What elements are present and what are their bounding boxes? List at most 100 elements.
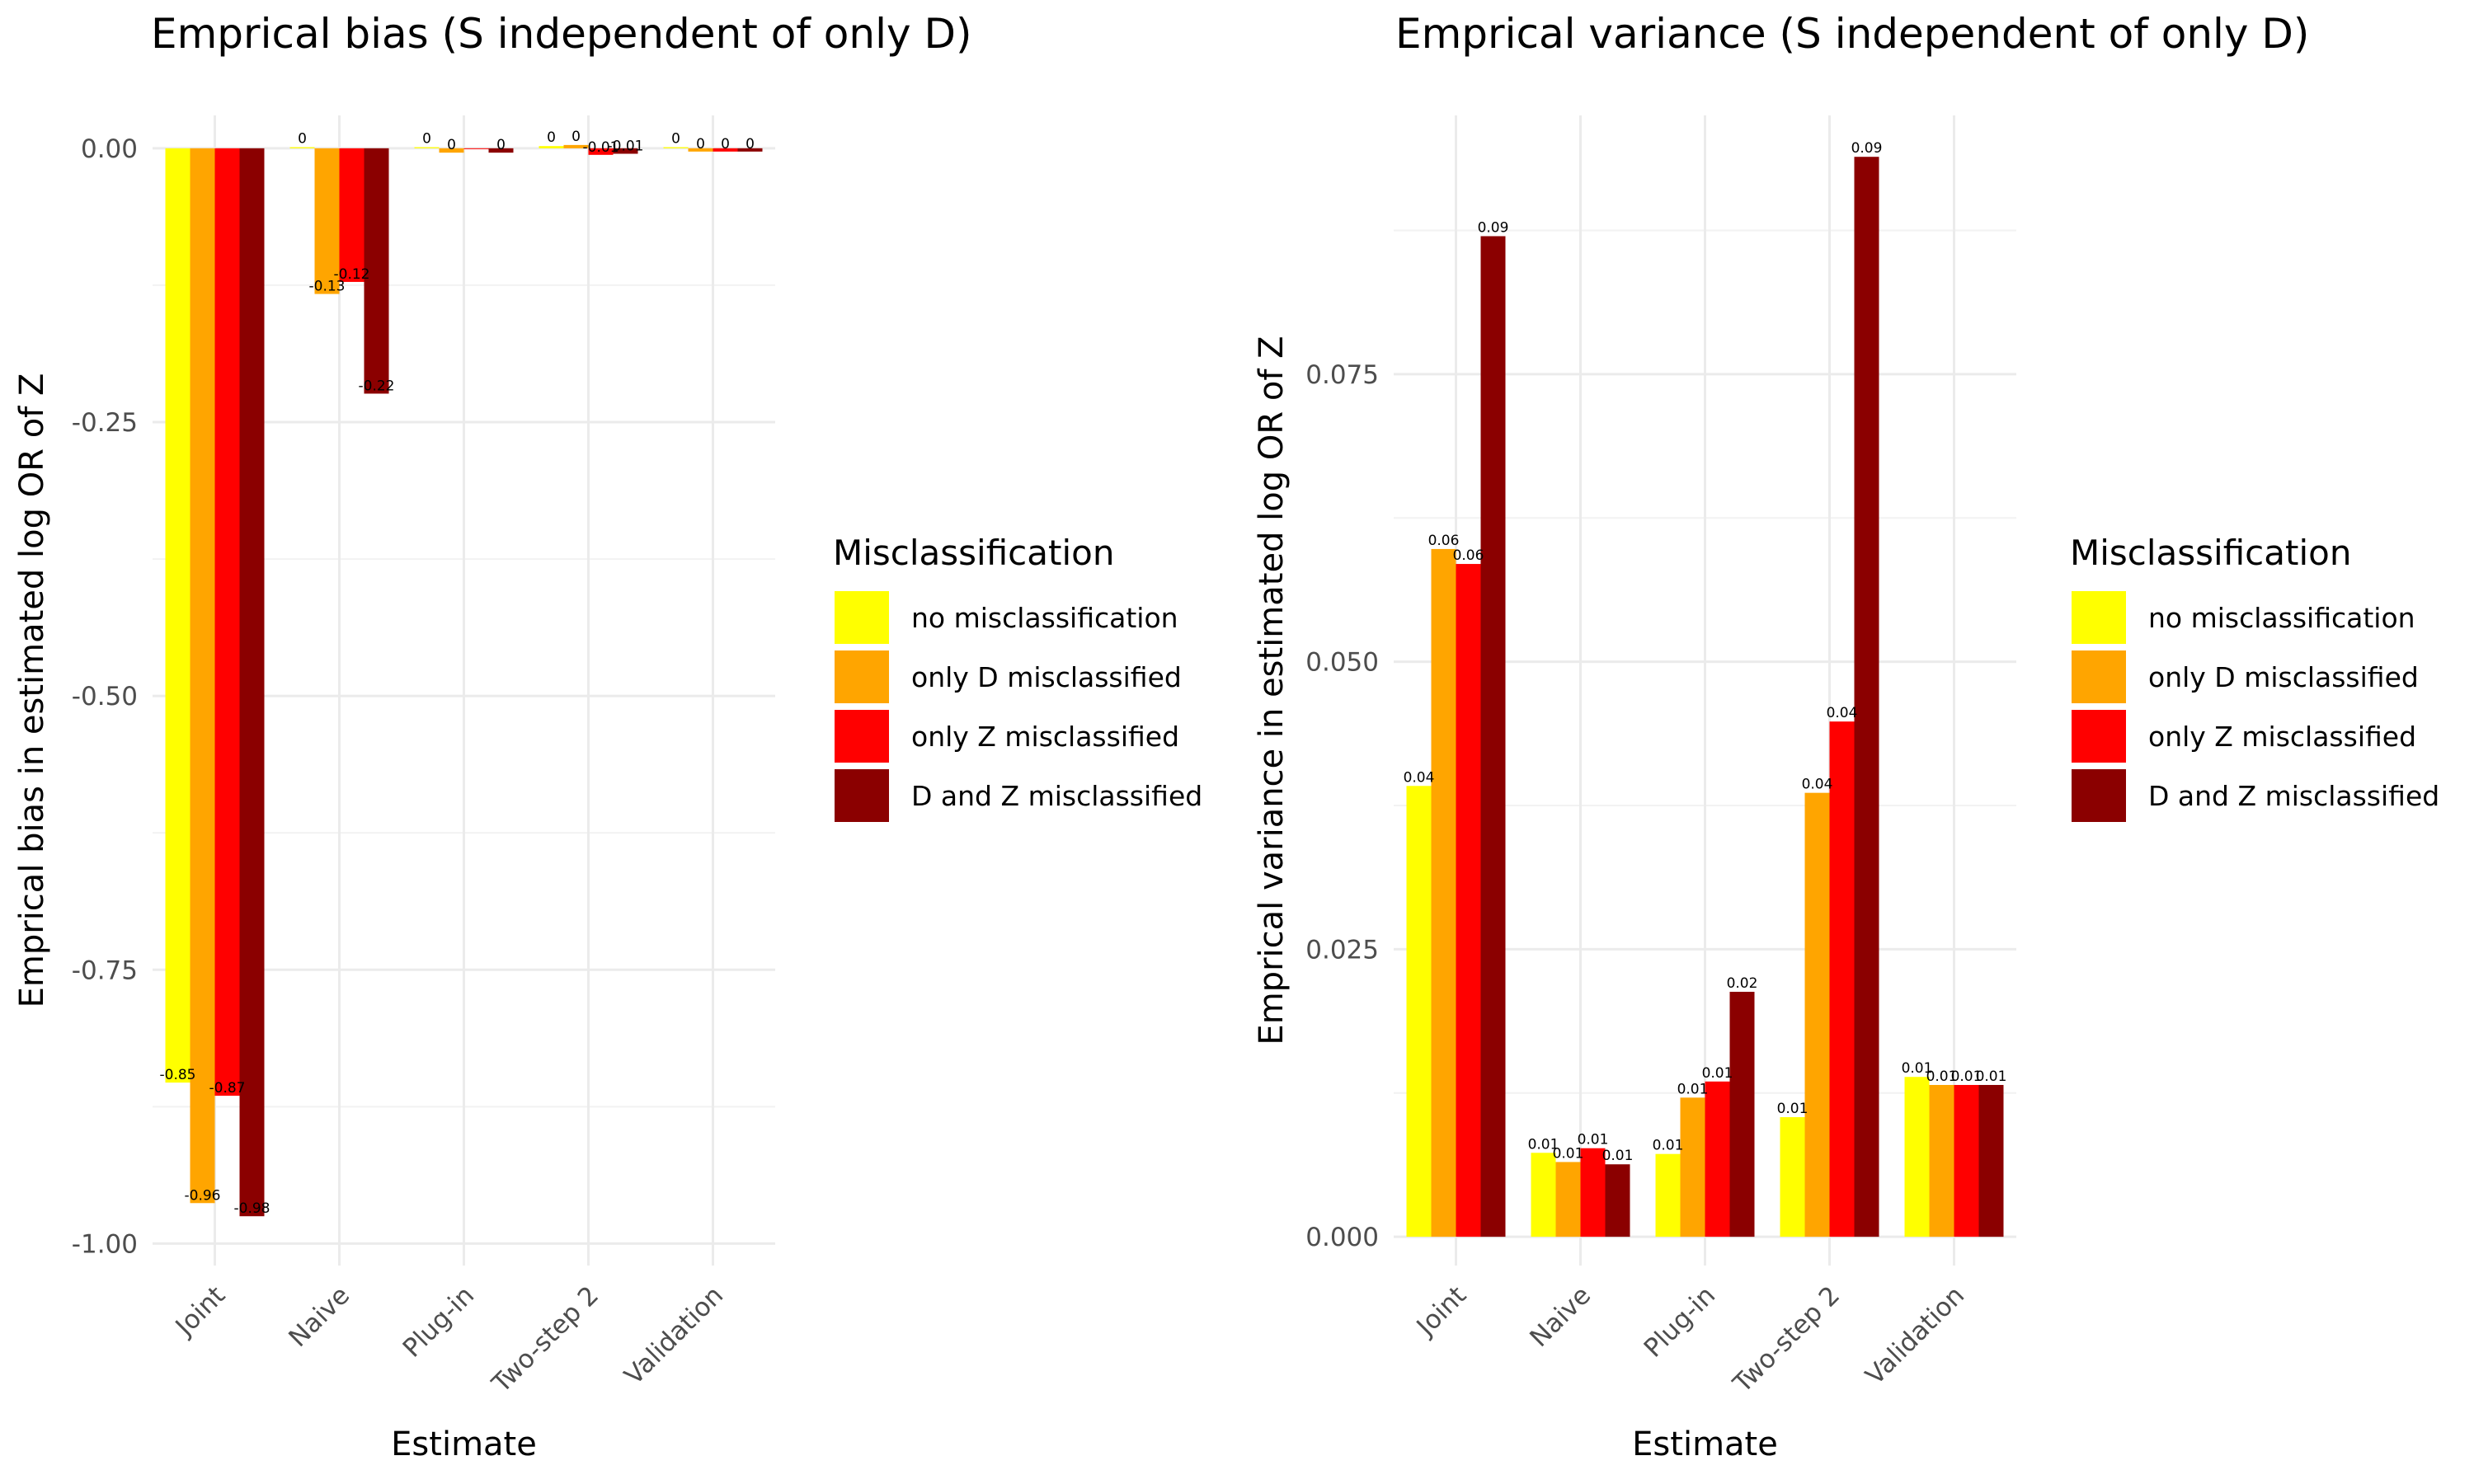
bar-d-and-z-misclassified-plug-in xyxy=(488,148,514,153)
legend-swatch xyxy=(2072,650,2126,703)
data-label: 0 xyxy=(696,136,705,153)
bar-only-z-misclassified-joint xyxy=(214,148,240,1097)
bar-d-and-z-misclassified-two-step-2 xyxy=(613,148,638,154)
bar-no-misclassification-plug-in xyxy=(1655,1153,1681,1237)
y-tick-label: 0.050 xyxy=(1305,648,1379,678)
legend-entry: only D misclassified xyxy=(2148,661,2419,693)
data-label: 0 xyxy=(721,136,730,153)
x-tick-label: Plug-in xyxy=(1639,1280,1721,1363)
legend-swatch xyxy=(2072,710,2126,763)
x-axis-label: Estimate xyxy=(391,1425,537,1463)
legend-title: Misclassification xyxy=(833,533,1114,573)
bar-only-z-misclassified-plug-in xyxy=(463,148,489,149)
data-label: 0 xyxy=(496,137,506,153)
bar-d-and-z-misclassified-joint xyxy=(239,148,265,1217)
data-label: -0.87 xyxy=(209,1080,246,1097)
x-tick-label: Joint xyxy=(1410,1280,1472,1342)
data-label: 0.01 xyxy=(1902,1060,1933,1077)
y-tick-labels: 0.000 0.025 0.050 0.075 xyxy=(1305,360,1379,1252)
legend: Misclassification no misclassification onl… xyxy=(2070,533,2439,822)
x-tick-label: Validation xyxy=(1860,1280,1970,1391)
bar-only-z-misclassified-validation xyxy=(713,148,738,152)
data-label: -0.85 xyxy=(160,1067,196,1083)
bar-only-z-misclassified-plug-in xyxy=(1705,1081,1730,1237)
data-label: 0.01 xyxy=(1653,1138,1684,1154)
bar-only-d-misclassified-two-step-2 xyxy=(1804,792,1830,1237)
data-label: -0.13 xyxy=(309,279,346,295)
data-label: -0.96 xyxy=(185,1187,221,1204)
data-label: 0.09 xyxy=(1478,219,1509,236)
y-tick-label: 0.025 xyxy=(1305,935,1379,965)
bar-only-d-misclassified-plug-in xyxy=(1680,1097,1705,1237)
bar-only-d-misclassified-joint xyxy=(190,148,215,1204)
y-tick-label: 0.00 xyxy=(81,134,138,164)
y-tick-label: -1.00 xyxy=(72,1229,138,1259)
legend-swatch xyxy=(835,591,889,644)
legend-swatch xyxy=(2072,591,2126,644)
bar-only-d-misclassified-two-step-2 xyxy=(563,144,589,148)
bar-only-d-misclassified-joint xyxy=(1431,548,1456,1237)
bar-only-d-misclassified-validation xyxy=(1929,1084,1954,1237)
legend-entry: no misclassification xyxy=(2148,602,2415,634)
data-label: 0.04 xyxy=(1827,705,1858,721)
y-tick-label: 0.075 xyxy=(1305,360,1379,390)
legend-swatch xyxy=(835,769,889,822)
bar-only-d-misclassified-validation xyxy=(688,148,713,152)
y-axis-label: Emprical bias in estimated log OR of Z xyxy=(13,373,51,1008)
bar-d-and-z-misclassified-validation xyxy=(1978,1084,2004,1237)
data-label: 0.04 xyxy=(1404,769,1435,786)
y-tick-labels: 0.00 -0.25 -0.50 -0.75 -1.00 xyxy=(72,134,138,1260)
x-tick-labels: Joint Naive Plug-in Two-step 2 Validation xyxy=(1410,1280,1970,1399)
legend-swatch xyxy=(835,710,889,763)
bar-d-and-z-misclassified-joint xyxy=(1480,236,1506,1237)
bar-only-z-misclassified-two-step-2 xyxy=(588,148,614,155)
bar-no-misclassification-two-step-2 xyxy=(539,146,564,148)
data-label: -0.98 xyxy=(234,1200,270,1217)
data-label: 0.01 xyxy=(1553,1145,1584,1162)
legend: Misclassification no misclassification onl… xyxy=(833,533,1202,822)
data-label: 0.06 xyxy=(1428,533,1460,549)
data-label: 0 xyxy=(447,137,456,153)
bar-d-and-z-misclassified-two-step-2 xyxy=(1854,157,1879,1237)
bar-only-z-misclassified-validation xyxy=(1954,1084,1979,1237)
data-label: 0.04 xyxy=(1802,777,1833,793)
bar-only-d-misclassified-naive xyxy=(314,148,340,294)
legend-swatch xyxy=(2072,769,2126,822)
data-label: 0.02 xyxy=(1727,975,1758,992)
data-label: 0 xyxy=(745,136,755,153)
data-label: 0 xyxy=(298,131,307,148)
data-label: 0.01 xyxy=(1777,1101,1808,1117)
data-label: 0 xyxy=(671,131,680,148)
legend-title: Misclassification xyxy=(2070,533,2351,573)
legend-entry: no misclassification xyxy=(911,602,1178,634)
data-label: 0.01 xyxy=(1951,1068,1982,1085)
legend-entry: only Z misclassified xyxy=(911,721,1179,753)
legend-entry: only D misclassified xyxy=(911,661,1182,693)
y-tick-label: -0.25 xyxy=(72,408,138,438)
bar-only-z-misclassified-two-step-2 xyxy=(1829,721,1855,1237)
data-label: -0.01 xyxy=(608,139,644,155)
bar-no-misclassification-two-step-2 xyxy=(1780,1117,1805,1237)
bar-only-d-misclassified-naive xyxy=(1555,1162,1581,1237)
data-label: 0.09 xyxy=(1851,140,1883,157)
data-label: 0 xyxy=(547,129,556,146)
bar-d-and-z-misclassified-naive xyxy=(1605,1164,1630,1237)
bar-no-misclassification-naive xyxy=(1531,1153,1556,1237)
y-axis-label: Emprical variance in estimated log OR of… xyxy=(1253,336,1291,1045)
x-tick-label: Naive xyxy=(1524,1280,1597,1353)
bar-d-and-z-misclassified-naive xyxy=(364,148,389,394)
bar-only-z-misclassified-joint xyxy=(1456,564,1481,1237)
bar-only-d-misclassified-plug-in xyxy=(439,148,464,153)
y-tick-label: 0.000 xyxy=(1305,1223,1379,1252)
data-label: 0.01 xyxy=(1602,1148,1634,1164)
data-label: -0.22 xyxy=(359,378,395,394)
data-label: 0.01 xyxy=(1528,1136,1559,1153)
bar-d-and-z-misclassified-plug-in xyxy=(1729,991,1755,1237)
data-label: 0.01 xyxy=(1926,1068,1958,1085)
x-tick-label: Plug-in xyxy=(397,1280,480,1363)
variance-chart-panel: 0.040.01 0.010.010.010.060.010.010.040.01… xyxy=(1253,10,2439,1463)
data-label: 0.01 xyxy=(1578,1132,1609,1148)
